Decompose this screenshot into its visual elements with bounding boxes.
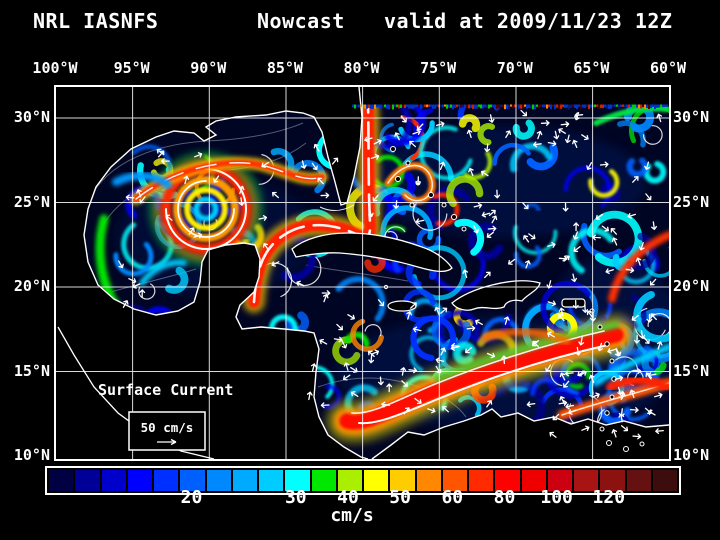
title-mode: Nowcast	[257, 9, 345, 33]
colorbar-swatch	[285, 470, 310, 491]
lon-label: 65°W	[573, 59, 610, 77]
lon-label: 95°W	[113, 59, 150, 77]
surface-current-map: Surface Current 50 cm/s	[54, 85, 686, 464]
lon-label: 100°W	[32, 59, 78, 77]
colorbar-swatch	[600, 470, 625, 491]
colorbar-tick: 40	[337, 487, 359, 508]
caribbean-current	[339, 327, 624, 430]
north-central-america	[56, 87, 368, 459]
colorbar-swatch	[75, 470, 100, 491]
lon-label: 90°W	[190, 59, 227, 77]
colorbar-swatch	[416, 470, 441, 491]
no-data-region	[350, 87, 669, 106]
landmasses	[56, 86, 670, 460]
south-america-coastline	[371, 408, 670, 460]
current-features	[95, 94, 674, 443]
lon-label: 60°W	[649, 59, 687, 77]
lat-label-right: 30°N	[673, 108, 710, 126]
colorbar-swatch	[154, 470, 179, 491]
speed-colorbar	[45, 466, 681, 495]
colorbar-swatch	[521, 470, 546, 491]
lat-label-left: 10°N	[13, 446, 50, 464]
colorbar-swatch	[180, 470, 205, 491]
lon-label: 80°W	[343, 59, 380, 77]
colorbar-swatch	[259, 470, 284, 491]
domain-boundary-speckle	[352, 104, 668, 110]
lat-label-left: 20°N	[13, 277, 50, 295]
map-annotations: Surface Current 50 cm/s	[98, 381, 233, 451]
colorbar-tick: 120	[592, 487, 626, 508]
colorbar-swatch	[127, 470, 152, 491]
colorbar-tick: 20	[180, 487, 203, 508]
lon-label: 70°W	[496, 59, 533, 77]
gulf-coastline	[83, 86, 369, 460]
scale-legend-box	[128, 411, 206, 451]
colorbar-tick: 80	[493, 487, 516, 508]
cuba	[291, 232, 453, 273]
colorbar-swatch	[442, 470, 467, 491]
colorbar-swatch	[311, 470, 336, 491]
pacific-coastline	[57, 326, 215, 460]
colorbar-swatch	[574, 470, 599, 491]
lat-label-right: 20°N	[673, 277, 710, 295]
colorbar-tick: 50	[389, 487, 411, 508]
current-speed-field: Surface Current 50 cm/s	[56, 86, 686, 464]
scale-value-label: 50 cm/s	[141, 420, 194, 435]
florida-keys	[319, 204, 355, 211]
colorbar-tick: 100	[540, 487, 573, 508]
colorbar-swatch	[101, 470, 126, 491]
colorbar-swatch	[495, 470, 520, 491]
current-arrows	[118, 109, 664, 440]
colorbar-unit-label: cm/s	[330, 505, 374, 526]
colorbar-tick: 30	[284, 487, 307, 508]
lat-label-right: 15°N	[673, 361, 710, 380]
lon-label: 75°W	[420, 59, 457, 77]
colorbar-swatch	[49, 470, 74, 491]
jamaica	[387, 300, 417, 312]
lat-label-left: 30°N	[13, 108, 50, 126]
lat-label-left: 15°N	[13, 361, 50, 380]
title-model: NRL IASNFS	[33, 9, 159, 33]
lat-label-right: 25°N	[673, 192, 710, 211]
scale-arrow-icon	[157, 438, 177, 446]
bahamas	[390, 146, 467, 232]
lon-label: 85°W	[266, 59, 303, 77]
colorbar-swatch	[364, 470, 389, 491]
hispaniola	[451, 280, 541, 311]
colorbar-swatch	[547, 470, 572, 491]
surface-current-label: Surface Current	[98, 381, 233, 399]
colorbar-swatch	[337, 470, 362, 491]
colorbar-swatch	[232, 470, 257, 491]
colorbar-swatch	[390, 470, 415, 491]
puerto-rico	[561, 298, 586, 308]
lat-label-left: 25°N	[13, 192, 50, 211]
colorbar-tick: 60	[441, 487, 464, 508]
colorbar-swatch	[469, 470, 494, 491]
colorbar-swatch	[206, 470, 231, 491]
colorbar-swatch	[652, 470, 677, 491]
lat-label-right: 10°N	[673, 446, 710, 464]
title-valid-time: valid at 2009/11/23 12Z	[384, 9, 673, 33]
colorbar-swatch	[626, 470, 651, 491]
grid-lines	[56, 87, 669, 459]
